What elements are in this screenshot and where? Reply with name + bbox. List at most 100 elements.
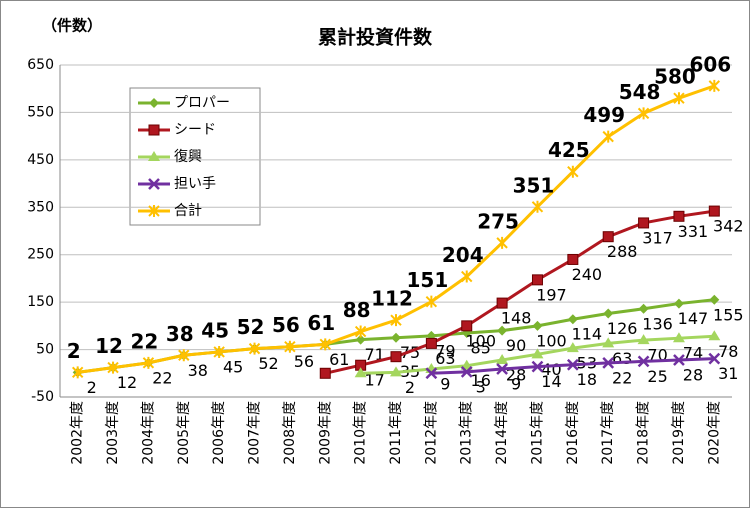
- data-label: 331: [678, 222, 709, 241]
- data-label: 85: [471, 338, 491, 357]
- data-label: 12: [117, 373, 137, 392]
- marker: [566, 358, 579, 371]
- x-tick-label: 2010年度: [353, 401, 369, 465]
- data-label: 317: [642, 228, 673, 247]
- marker: [496, 236, 508, 249]
- marker: [178, 349, 190, 362]
- marker: [148, 124, 160, 136]
- data-label: 22: [152, 368, 172, 387]
- data-label: 45: [201, 318, 229, 342]
- marker: [148, 151, 160, 161]
- x-tick-label: 2007年度: [247, 401, 263, 465]
- x-tick-label: 2017年度: [600, 401, 616, 465]
- data-label: 2: [405, 378, 415, 397]
- data-label: 38: [166, 322, 194, 346]
- data-label: 351: [513, 173, 555, 197]
- x-tick-label: 2008年度: [282, 401, 298, 465]
- marker: [567, 253, 579, 265]
- marker: [354, 325, 367, 338]
- x-tick-label: 2002年度: [70, 401, 86, 465]
- data-label: 14: [541, 372, 561, 391]
- marker: [425, 367, 438, 380]
- marker: [531, 360, 544, 373]
- y-tick-label: -50: [31, 389, 54, 405]
- marker: [638, 217, 650, 229]
- data-label: 28: [683, 366, 703, 385]
- series: [319, 205, 720, 379]
- x-tick-label: 2015年度: [529, 401, 545, 465]
- data-label: 100: [536, 331, 567, 350]
- data-label: 580: [654, 65, 696, 89]
- legend-label: プロパー: [174, 95, 230, 111]
- marker: [390, 351, 402, 363]
- data-label: 61: [307, 311, 335, 335]
- marker: [461, 270, 473, 283]
- marker: [390, 314, 402, 327]
- marker: [148, 178, 160, 190]
- marker: [603, 308, 614, 319]
- marker: [673, 92, 685, 105]
- marker: [319, 367, 331, 379]
- marker: [672, 332, 685, 343]
- data-label: 17: [364, 371, 384, 390]
- marker: [708, 352, 721, 365]
- marker: [213, 345, 225, 358]
- y-tick-label: 550: [27, 104, 54, 120]
- x-tick-label: 2014年度: [494, 401, 510, 465]
- marker: [425, 295, 438, 308]
- data-label: 342: [713, 217, 744, 236]
- marker: [531, 348, 544, 359]
- marker: [673, 298, 684, 309]
- marker: [391, 332, 401, 343]
- y-tick-label: 50: [36, 342, 54, 358]
- marker: [142, 356, 155, 369]
- data-label: 38: [188, 361, 208, 380]
- data-label: 88: [343, 298, 371, 322]
- marker: [531, 274, 543, 286]
- legend-label: 合計: [174, 203, 202, 219]
- x-tick-label: 2003年度: [105, 401, 121, 465]
- marker: [425, 337, 437, 349]
- data-label: 2: [67, 339, 81, 363]
- marker: [708, 330, 721, 341]
- data-label: 288: [607, 242, 638, 261]
- x-tick-label: 2019年度: [671, 401, 687, 465]
- marker: [148, 205, 160, 217]
- data-label: 2: [87, 378, 97, 397]
- data-label: 18: [577, 370, 597, 389]
- data-label: 90: [506, 336, 526, 355]
- data-label: 31: [718, 364, 738, 383]
- x-tick-label: 2013年度: [459, 401, 475, 465]
- marker: [602, 356, 615, 369]
- data-label: 52: [237, 315, 265, 339]
- data-label: 78: [718, 342, 738, 361]
- series-line: [324, 209, 715, 375]
- marker: [248, 342, 261, 355]
- marker: [354, 367, 367, 378]
- series: [71, 79, 721, 379]
- marker: [602, 337, 615, 348]
- marker: [673, 210, 685, 222]
- data-label: 9: [440, 375, 450, 394]
- data-label: 197: [536, 285, 567, 304]
- marker: [71, 366, 84, 379]
- data-label: 22: [612, 368, 632, 387]
- x-tick-label: 2006年度: [211, 401, 227, 465]
- marker: [461, 320, 473, 332]
- data-label: 499: [583, 103, 625, 127]
- y-tick-label: 350: [27, 199, 54, 215]
- data-label: 155: [713, 305, 744, 324]
- marker: [496, 354, 509, 365]
- data-label: 79: [435, 341, 455, 360]
- marker: [496, 297, 508, 309]
- data-label: 275: [477, 209, 519, 233]
- marker: [390, 366, 402, 377]
- x-tick-label: 2005年度: [176, 401, 192, 465]
- x-tick-label: 2009年度: [317, 401, 333, 465]
- chart-title: 累計投資件数: [318, 26, 433, 49]
- y-tick-label: 450: [27, 152, 54, 168]
- data-label: 204: [442, 243, 484, 267]
- marker: [531, 200, 544, 213]
- legend-label: 担い手: [174, 176, 216, 192]
